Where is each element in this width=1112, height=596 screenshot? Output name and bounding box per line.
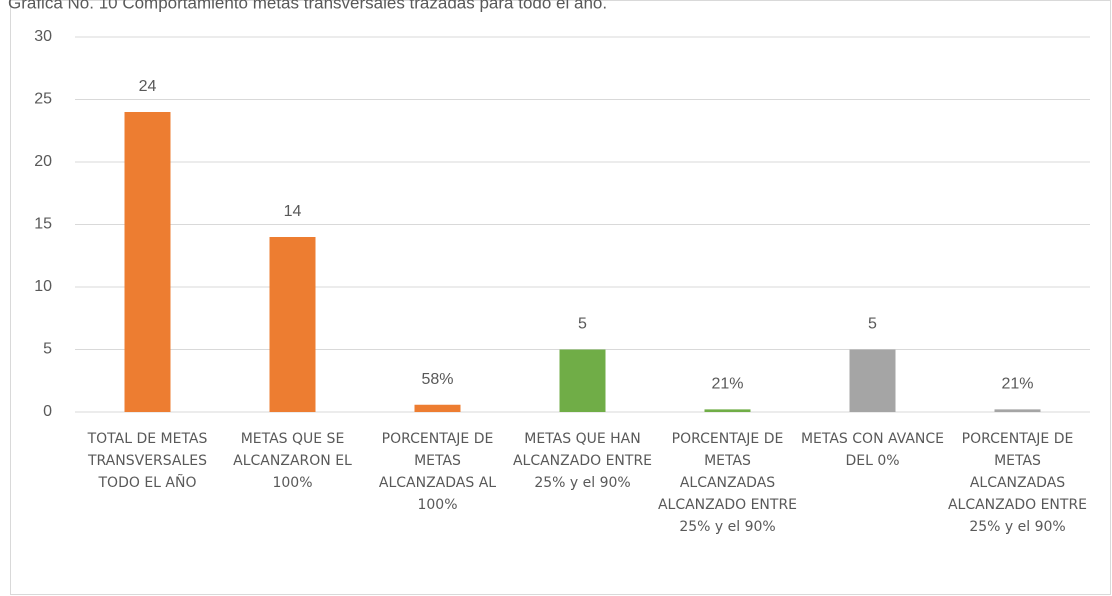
y-tick-label: 10 xyxy=(34,278,52,295)
chart-frame xyxy=(10,0,1111,595)
value-label: 5 xyxy=(868,316,877,333)
x-tick-label: METAS QUE HAN ALCANZADO ENTRE 25% y el 9… xyxy=(512,431,653,491)
y-tick-label: 30 xyxy=(34,28,52,45)
x-tick-label: METAS QUE SE ALCANZARON EL 100% xyxy=(233,431,352,491)
value-label: 24 xyxy=(139,78,157,95)
bar xyxy=(704,409,751,412)
y-tick-label: 25 xyxy=(34,91,52,108)
x-tick-label: PORCENTAJE DE METAS ALCANZADAS ALCANZADO… xyxy=(947,431,1088,535)
value-label: 5 xyxy=(578,316,587,333)
value-label: 14 xyxy=(284,203,302,220)
x-tick-label-box: METAS QUE SE ALCANZARON EL 100% xyxy=(233,431,352,491)
value-label: 58% xyxy=(421,371,453,388)
x-tick-label-box: METAS QUE HAN ALCANZADO ENTRE 25% y el 9… xyxy=(512,431,653,491)
bar xyxy=(269,237,316,412)
bar xyxy=(849,349,896,412)
x-tick-label: PORCENTAJE DE METAS ALCANZADAS AL 100% xyxy=(378,431,497,513)
y-tick-label: 5 xyxy=(43,341,52,358)
x-tick-label-box: PORCENTAJE DE METAS ALCANZADAS AL 100% xyxy=(378,431,497,513)
x-tick-label-box: PORCENTAJE DE METAS ALCANZADAS ALCANZADO… xyxy=(947,431,1088,535)
chart-title: Gráfica No. 10 Comportamiento metas tran… xyxy=(8,0,607,12)
x-tick-label: METAS CON AVANCE DEL 0% xyxy=(800,431,945,469)
x-tick-label-box: PORCENTAJE DE METAS ALCANZADAS ALCANZADO… xyxy=(657,431,798,535)
x-tick-label-box: TOTAL DE METAS TRANSVERSALES TODO EL AÑO xyxy=(87,431,208,491)
y-tick-label: 0 xyxy=(43,403,52,420)
x-tick-label: TOTAL DE METAS TRANSVERSALES TODO EL AÑO xyxy=(87,431,208,491)
bar xyxy=(559,349,606,412)
y-tick-label: 15 xyxy=(34,216,52,233)
bar xyxy=(994,409,1041,412)
bar xyxy=(414,404,461,412)
value-label: 21% xyxy=(1001,376,1033,393)
x-tick-label: PORCENTAJE DE METAS ALCANZADAS ALCANZADO… xyxy=(657,431,798,535)
y-tick-label: 20 xyxy=(34,153,52,170)
bar xyxy=(124,112,171,412)
x-tick-label-box: METAS CON AVANCE DEL 0% xyxy=(800,431,945,469)
value-label: 21% xyxy=(711,376,743,393)
